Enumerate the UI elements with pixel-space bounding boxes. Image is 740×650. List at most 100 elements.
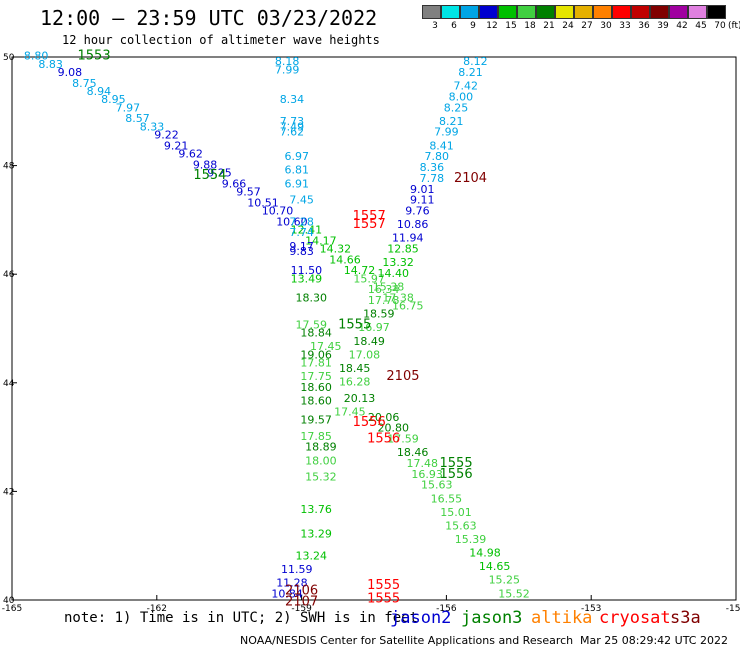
map-frame (11, 56, 737, 601)
legend-unit: (ft) (728, 21, 740, 31)
wave-height-value: 17.81 (300, 357, 332, 370)
wave-height-value: 8.57 (125, 112, 150, 125)
wave-height-value: 18.60 (300, 381, 332, 394)
wave-height-value: 13.24 (296, 549, 328, 562)
pass-number-label: 1555 (367, 578, 400, 593)
wave-height-value: 8.21 (458, 66, 483, 79)
wave-height-value: 7.42 (453, 80, 478, 93)
wave-height-value: 7.80 (424, 150, 449, 163)
wave-height-value: 19.06 (300, 348, 332, 361)
lon-tick-label: -159 (291, 604, 312, 614)
wave-height-value: 16.55 (431, 492, 463, 505)
wave-height-value: 20.06 (368, 411, 400, 424)
wave-height-value: 20.80 (378, 422, 410, 435)
lon-tick-label: -156 (436, 604, 457, 614)
wave-height-value: 8.94 (87, 85, 112, 98)
satellite-name-jason3: jason3 (461, 608, 523, 628)
wave-height-value: 13.76 (300, 503, 332, 516)
legend-swatch-label: 9 (470, 21, 476, 31)
legend-swatch (707, 5, 726, 19)
legend-swatch (422, 5, 441, 19)
pass-number-label: 1553 (78, 49, 111, 64)
wave-height-value: 17.48 (407, 457, 439, 470)
legend-swatch-label: 36 (638, 21, 650, 31)
lon-tick-label: -165 (2, 604, 22, 614)
footer-credit: NOAA/NESDIS Center for Satellite Applica… (240, 634, 574, 647)
legend-swatch (574, 5, 593, 19)
map-border (11, 56, 737, 601)
legend-swatch (593, 5, 612, 19)
wave-height-value: 9.22 (154, 128, 179, 141)
wave-height-value: 8.36 (420, 161, 445, 174)
legend-swatch (517, 5, 536, 19)
wave-height-value: 8.12 (463, 55, 488, 68)
wave-height-value: 10.84 (271, 587, 303, 600)
wave-height-value: 16.75 (392, 299, 424, 312)
map-subtitle: 12 hour collection of altimeter wave hei… (62, 33, 380, 47)
wave-height-value: 18.49 (353, 335, 385, 348)
wave-height-value: 8.25 (444, 101, 469, 114)
wave-height-value: 9.11 (410, 194, 435, 207)
wave-height-value: 18.00 (305, 454, 337, 467)
wave-height-value: 14.66 (329, 253, 361, 266)
lat-tick-label: 46 (3, 270, 15, 280)
wave-height-value: 9.83 (289, 245, 314, 258)
wave-height-value: 11.28 (276, 576, 308, 589)
lat-tick-label: 42 (3, 487, 14, 497)
wave-height-value: 6.97 (285, 150, 310, 163)
satellite-name-s3a: s3a (670, 608, 701, 628)
pass-number-label: 2104 (454, 171, 487, 186)
wave-height-value: 17.08 (349, 348, 381, 361)
wave-height-value: 7.45 (289, 194, 314, 207)
footer-timestamp: Mar 25 08:29:42 UTC 2022 (580, 634, 728, 647)
wave-height-value: 19.57 (300, 414, 332, 427)
wave-height-value: 16.34 (368, 283, 400, 296)
wave-height-value: 9.88 (193, 158, 218, 171)
wave-height-value: 18.84 (300, 327, 332, 340)
legend-swatch-label: 6 (451, 21, 457, 31)
wave-height-value: 17.59 (387, 433, 419, 446)
wave-height-value: 9.21 (164, 139, 189, 152)
wave-height-value: 8.95 (101, 93, 126, 106)
pass-number-label: 2105 (386, 369, 419, 384)
wave-height-value: 14.32 (320, 242, 352, 255)
wave-height-value: 18.60 (300, 395, 332, 408)
wave-height-value: 13.32 (382, 256, 414, 269)
legend-swatch-label: 3 (432, 21, 438, 31)
legend-swatch-label: 39 (657, 21, 669, 31)
legend-swatch (650, 5, 669, 19)
pass-number-label: 1557 (353, 209, 386, 224)
wave-height-value: 15.38 (373, 280, 405, 293)
legend-swatch (460, 5, 479, 19)
wave-height-value: 8.33 (140, 120, 165, 133)
wave-height-value: 7.99 (275, 63, 300, 76)
wave-height-value: 15.25 (489, 574, 521, 587)
pass-number-label: 2106 (285, 584, 318, 599)
wave-height-value: 6.81 (285, 164, 310, 177)
wave-height-value: 8.34 (280, 93, 305, 106)
wave-height-value: 10.86 (397, 218, 429, 231)
wave-height-value: 9.57 (236, 185, 261, 198)
satellite-name-altika: altika (531, 608, 593, 628)
wave-height-value: 7.97 (116, 101, 141, 114)
wave-height-value: 16.97 (358, 321, 390, 334)
legend-swatch-label: 70 (714, 21, 726, 31)
pass-labels: 1553155415571557210415552105155615561555… (78, 49, 488, 610)
wave-height-value: 16.28 (339, 376, 371, 389)
pass-number-label: 1556 (440, 467, 473, 482)
footer-note: note: 1) Time is in UTC; 2) SWH is in fe… (64, 610, 419, 626)
wave-height-value: 14.17 (305, 234, 337, 247)
wave-height-value: 17.78 (368, 294, 400, 307)
legend-swatch (669, 5, 688, 19)
wave-height-value: 9.76 (405, 204, 430, 217)
wave-height-value: 10.60 (276, 215, 308, 228)
legend-swatch-label: 27 (581, 21, 593, 31)
wave-height-value: 18.30 (296, 291, 328, 304)
wave-height-value: 9.62 (178, 147, 203, 160)
wave-height-value: 10.51 (247, 196, 279, 209)
legend-swatch-label: 12 (486, 21, 498, 31)
wave-height-points: 8.808.839.088.758.948.957.978.578.339.22… (24, 50, 530, 601)
wave-height-value: 10.70 (262, 204, 294, 217)
lon-tick-label: -153 (581, 604, 601, 614)
wave-height-value: 7.73 (280, 115, 305, 128)
